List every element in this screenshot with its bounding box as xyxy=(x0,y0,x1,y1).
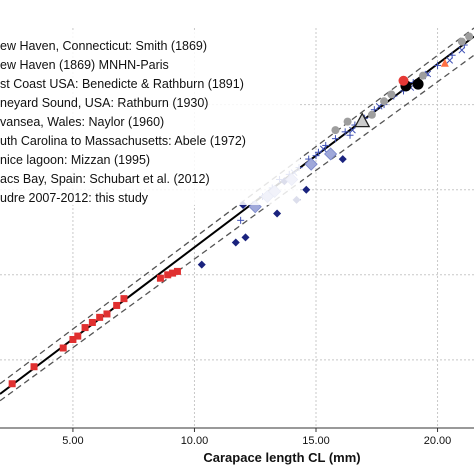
data-point-plus xyxy=(322,141,330,149)
data-point-circle xyxy=(465,32,474,41)
data-point-square xyxy=(113,301,121,309)
legend-entry: uth Carolina to Massachusetts: Abele (19… xyxy=(0,134,246,148)
confidence-band-line xyxy=(0,54,474,402)
x-tick-label: 20.00 xyxy=(424,435,452,447)
axes xyxy=(0,427,474,432)
data-point-square xyxy=(69,335,77,343)
data-point-circle-red xyxy=(398,75,409,86)
x-tick-label: 10.00 xyxy=(181,435,209,447)
legend-entry: st Coast USA: Benedicte & Rathburn (1891… xyxy=(0,77,244,91)
data-point-square xyxy=(30,363,38,371)
data-point-circle xyxy=(343,117,352,126)
x-stroke-b xyxy=(349,126,356,134)
data-point-x xyxy=(349,126,356,134)
data-point-diamond xyxy=(197,260,206,269)
data-point-square xyxy=(88,318,96,326)
legend: ew Haven, Connecticut: Smith (1869) ew Ha… xyxy=(0,30,300,205)
x-tick-label: 15.00 xyxy=(302,435,330,447)
legend-entry: vansea, Wales: Naylor (1960) xyxy=(0,115,164,129)
data-point-square xyxy=(103,310,111,318)
data-point-square xyxy=(96,313,104,321)
data-point-square xyxy=(120,295,128,303)
legend-background xyxy=(0,30,300,205)
data-point-x xyxy=(319,145,327,153)
data-point-diamond-light xyxy=(324,147,338,161)
data-point-square xyxy=(156,274,164,282)
data-point-circle xyxy=(380,97,389,106)
data-point-x xyxy=(375,102,383,110)
data-point-diamond-light xyxy=(304,157,318,171)
data-point-triangle xyxy=(440,58,449,67)
data-point-diamond xyxy=(338,155,347,164)
data-point-circle xyxy=(367,110,376,119)
confidence-band-line xyxy=(0,27,474,385)
legend-entry: ew Haven (1869) MNHN-Paris xyxy=(0,58,169,72)
x-stroke-b xyxy=(319,145,327,153)
x-stroke-b xyxy=(446,56,454,64)
data-point-circle xyxy=(418,71,427,80)
data-point-plus xyxy=(434,61,442,69)
legend-entry: neyard Sound, USA: Rathburn (1930) xyxy=(0,96,208,110)
x-axis-title: Carapace length CL (mm) xyxy=(203,450,360,465)
data-point-plus xyxy=(331,135,339,143)
data-point-square xyxy=(173,267,181,275)
legend-entry: nice lagoon: Mizzan (1995) xyxy=(0,153,150,167)
data-point-plus xyxy=(312,152,320,160)
data-point-square xyxy=(74,332,82,340)
data-point-diamond xyxy=(302,185,311,194)
x-tick-label: 5.00 xyxy=(62,435,83,447)
data-point-square xyxy=(164,271,172,279)
data-point-x xyxy=(446,56,454,64)
x-stroke-b xyxy=(375,102,383,110)
legend-entry: acs Bay, Spain: Schubart et al. (2012) xyxy=(0,172,210,186)
data-point-diamond xyxy=(231,238,240,247)
data-point-diamond xyxy=(241,233,250,242)
x-stroke-b xyxy=(458,46,466,54)
data-point-square xyxy=(81,324,89,332)
x-tick-labels: 5.00 10.00 15.00 20.00 xyxy=(62,435,451,447)
data-point-triangle-large xyxy=(354,112,371,128)
data-point-circle xyxy=(331,126,340,135)
data-point-plus xyxy=(237,216,245,224)
data-point-square xyxy=(59,344,67,352)
data-point-x xyxy=(458,46,466,54)
data-point-circle-black xyxy=(412,78,424,90)
data-point-square xyxy=(8,380,16,388)
data-point-diamond xyxy=(273,209,282,218)
data-point-square xyxy=(169,269,177,277)
data-point-circle xyxy=(387,90,396,99)
legend-entry: ew Haven, Connecticut: Smith (1869) xyxy=(0,39,207,53)
data-point-plus xyxy=(341,128,349,136)
legend-entry: udre 2007-2012: this study xyxy=(0,191,149,205)
data-point-circle xyxy=(457,37,466,46)
